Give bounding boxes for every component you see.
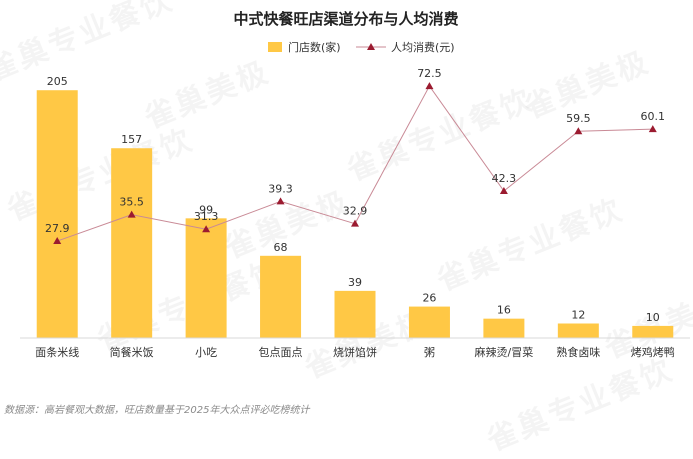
legend-bar-label: 门店数(家): [288, 40, 341, 54]
bar: [483, 318, 525, 338]
line-point: [425, 82, 434, 90]
bar: [557, 323, 599, 338]
x-tick-label: 烧饼馅饼: [333, 345, 377, 359]
bar-value-label: 99: [199, 203, 213, 216]
x-tick-label: 简餐米饭: [110, 345, 154, 359]
x-tick-label: 麻辣烫/冒菜: [475, 345, 534, 359]
x-tick-label: 面条米线: [35, 345, 79, 359]
x-tick-label: 熟食卤味: [556, 345, 600, 359]
line-value-label: 39.3: [268, 182, 293, 195]
x-tick-label: 包点面点: [259, 346, 303, 359]
bar-value-label: 12: [571, 308, 585, 321]
line-series: 27.9 35.5 31.3 39.3 32.9 72.5 42.3 59.5 60.1: [45, 67, 666, 245]
chart: 中式快餐旺店渠道分布与人均消费 门店数(家) 人均消费(元) 205 157 99 6…: [20, 10, 690, 359]
bar-value-label: 68: [274, 241, 288, 254]
line-value-label: 32.9: [343, 205, 368, 218]
legend-bar-swatch: [268, 42, 282, 52]
line-value-label: 27.9: [45, 222, 70, 235]
bar-value-label: 39: [348, 276, 362, 289]
bar: [36, 90, 78, 338]
bar: [334, 290, 376, 338]
x-tick-label: 粥: [424, 346, 435, 359]
line-point: [351, 219, 359, 227]
legend: 门店数(家) 人均消费(元): [268, 40, 455, 54]
bar-value-label: 26: [422, 292, 436, 305]
line-value-label: 31.3: [194, 210, 219, 223]
bar: [632, 325, 674, 338]
line-point: [202, 225, 211, 233]
line-value-label: 42.3: [492, 172, 517, 185]
line-value-label: 59.5: [566, 112, 591, 125]
line-value-label: 35.5: [119, 196, 144, 209]
x-tick-label: 小吃: [195, 346, 217, 359]
bar: [260, 255, 302, 338]
bar-value-label: 10: [646, 311, 660, 324]
line-point: [53, 237, 62, 245]
line-value-label: 72.5: [417, 67, 442, 80]
legend-marker-icon: [367, 43, 375, 50]
bar: [111, 148, 153, 338]
source-note: 数据源：高岩餐观大数据，旺店数量基于2025年大众点评必吃榜统计: [4, 405, 310, 416]
chart-title: 中式快餐旺店渠道分布与人均消费: [233, 10, 458, 28]
line-point: [127, 210, 136, 218]
bar-value-label: 157: [121, 133, 142, 146]
line-point: [648, 125, 657, 133]
line-point: [499, 187, 508, 195]
line-point: [574, 127, 583, 135]
line-point: [276, 197, 285, 205]
x-tick-label: 烤鸡烤鸭: [631, 345, 675, 359]
legend-line-label: 人均消费(元): [391, 40, 455, 54]
bar: [408, 306, 450, 338]
bar-value-label: 205: [47, 75, 68, 88]
bar: [185, 218, 227, 338]
bar-value-label: 16: [497, 304, 511, 317]
x-axis-ticks: 面条米线 简餐米饭 小吃 包点面点 烧饼馅饼 粥 麻辣烫/冒菜 熟食卤味 烤鸡烤鸭: [35, 345, 675, 359]
line-value-label: 60.1: [641, 110, 666, 123]
bar-series: 205 157 99 68 39 26 16 12 10: [36, 75, 674, 338]
